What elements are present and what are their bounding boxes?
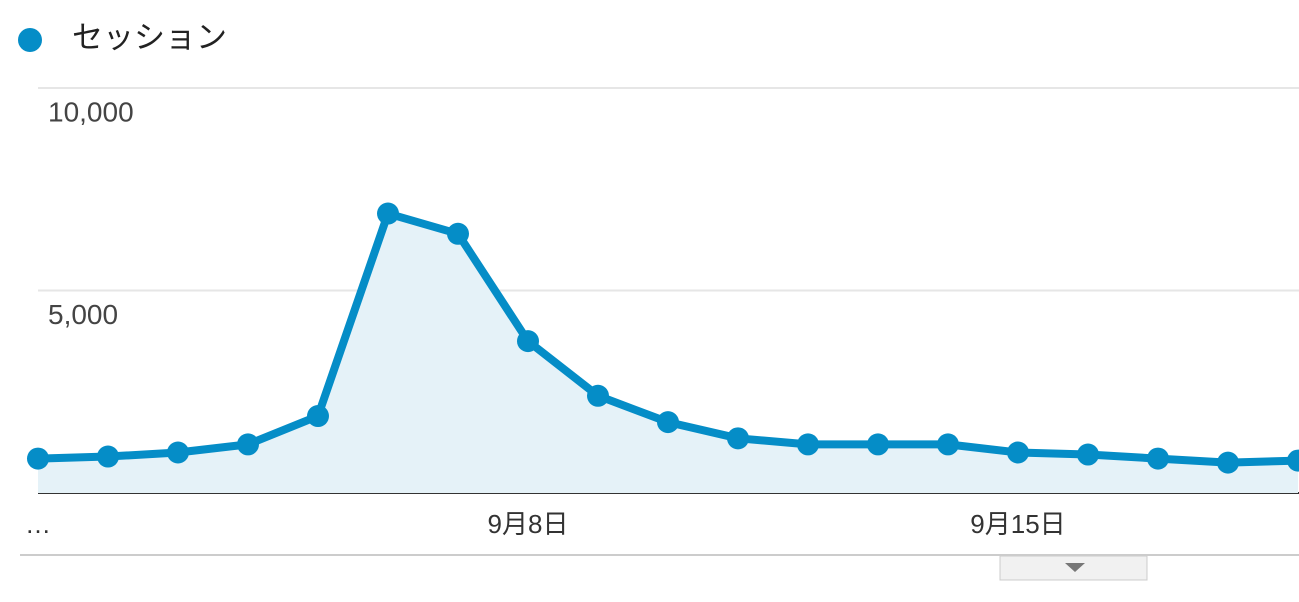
y-tick-label: 5,000 xyxy=(48,299,118,330)
point xyxy=(377,202,399,225)
point xyxy=(587,384,609,407)
point xyxy=(867,433,889,456)
legend-label: セッション xyxy=(72,20,227,55)
point xyxy=(1147,447,1169,470)
point xyxy=(517,330,539,353)
plot: 5,000 10,000 … 9月8日 9月15日 xyxy=(25,87,1299,539)
area xyxy=(38,213,1298,494)
collapse-button[interactable] xyxy=(999,555,1148,581)
point xyxy=(27,447,49,470)
point xyxy=(307,405,329,428)
legend-swatch xyxy=(18,28,42,52)
x-tick-label: 9月8日 xyxy=(488,509,569,539)
point xyxy=(1217,451,1239,474)
point xyxy=(1007,441,1029,464)
point xyxy=(657,411,679,434)
x-tick-label: 9月15日 xyxy=(970,509,1065,539)
point xyxy=(727,427,749,450)
button-arrow xyxy=(1065,563,1085,572)
point xyxy=(797,433,819,456)
point xyxy=(1077,443,1099,466)
point xyxy=(237,433,259,456)
y-tick-label: 10,000 xyxy=(48,96,134,127)
x-tick-label: … xyxy=(25,509,51,539)
point xyxy=(447,222,469,245)
point xyxy=(167,441,189,464)
point xyxy=(97,445,119,468)
point xyxy=(1287,449,1299,472)
point xyxy=(937,433,959,456)
